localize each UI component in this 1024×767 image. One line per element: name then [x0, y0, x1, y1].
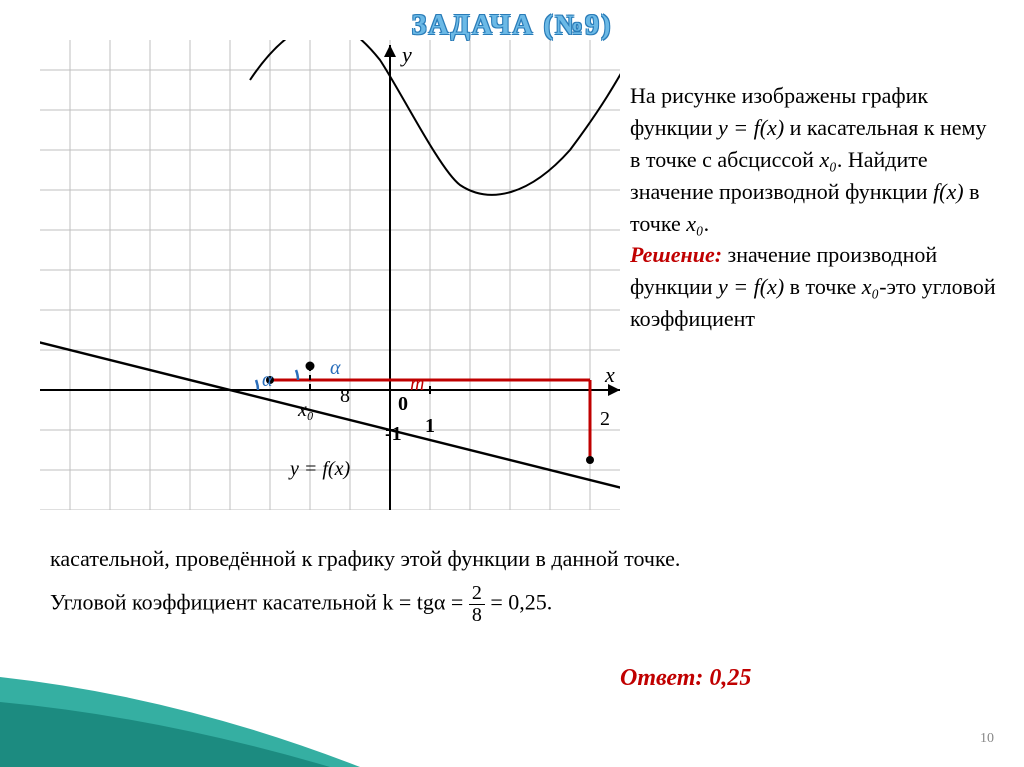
alpha-text: α: [434, 590, 446, 615]
sol-eq: y = f(x): [718, 274, 784, 299]
svg-text:m: m: [410, 373, 424, 395]
svg-text:2: 2: [600, 408, 610, 430]
result-val: = 0,25.: [485, 590, 552, 615]
svg-text:0: 0: [398, 393, 408, 415]
solution-text2: в точке: [784, 274, 862, 299]
lower-line1: касательной, проведённой к графику этой …: [50, 542, 980, 575]
svg-text:y: y: [400, 42, 412, 67]
frac-num: 2: [469, 583, 485, 605]
problem-line5: .: [704, 211, 710, 236]
svg-text:α: α: [330, 357, 341, 379]
x0-3: x₀: [862, 274, 879, 299]
corner-decoration: [0, 677, 360, 767]
x0-2: x₀: [686, 211, 703, 236]
slide-title: ЗАДАЧА (№9): [412, 10, 613, 42]
solution-label: Решение:: [630, 242, 722, 267]
frac-den: 8: [469, 605, 485, 626]
fraction: 28: [469, 583, 485, 626]
svg-text:8: 8: [340, 385, 350, 407]
svg-text:x: x: [604, 362, 615, 387]
lower-line2: Угловой коэффициент касательной k = tgα …: [50, 583, 980, 626]
svg-text:-1: -1: [385, 423, 402, 445]
svg-text:α: α: [262, 369, 273, 391]
eq-y-fx: y = f(x): [718, 115, 784, 140]
answer: Ответ: 0,25: [620, 665, 751, 692]
svg-text:x₀: x₀: [297, 399, 314, 421]
fx: f(x): [933, 179, 964, 204]
x0-1: x₀: [819, 147, 836, 172]
lower-text: касательной, проведённой к графику этой …: [50, 542, 980, 626]
svg-text:1: 1: [425, 415, 435, 437]
svg-text:y = f(x): y = f(x): [288, 458, 350, 480]
problem-text: На рисунке изображены график функции y =…: [630, 80, 1000, 335]
eq-sign: =: [445, 590, 468, 615]
graph-area: y x 01 -1 8 2 m α α x₀ y = f(x): [40, 40, 620, 510]
lower-line2a: Угловой коэффициент касательной k = tg: [50, 590, 434, 615]
page-number: 10: [980, 731, 994, 747]
